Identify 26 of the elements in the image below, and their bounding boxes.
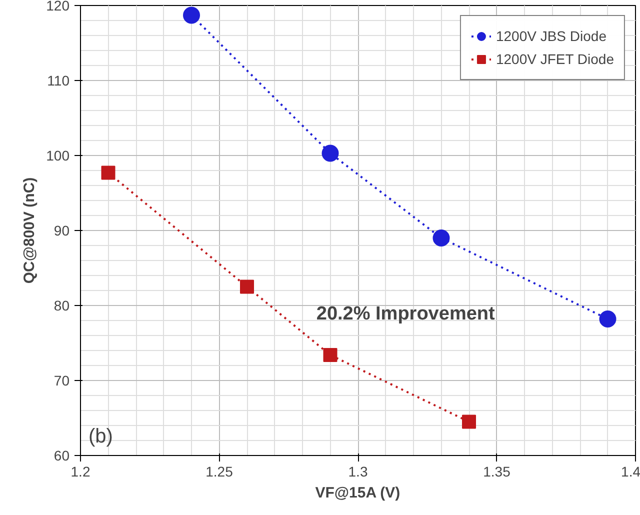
x-tick-label: 1.3 <box>348 464 368 480</box>
y-tick-label: 110 <box>47 72 70 88</box>
y-tick-label: 80 <box>54 298 70 314</box>
y-tick-label: 90 <box>54 222 70 238</box>
x-axis-title: VF@15A (V) <box>315 484 400 502</box>
annotation: (b) <box>88 426 113 448</box>
x-tick-label: 1.2 <box>70 464 90 480</box>
point <box>183 6 200 24</box>
point <box>462 414 476 429</box>
y-tick-label: 70 <box>54 372 70 388</box>
point <box>322 144 339 162</box>
legend-label: 1200V JBS Diode <box>496 28 606 44</box>
y-axis-title: QC@800V (nC) <box>21 177 38 284</box>
x-tick-label: 1.35 <box>483 464 511 480</box>
y-tick-label: 100 <box>46 148 70 164</box>
annotation: 20.2% Improvement <box>316 303 496 324</box>
point <box>599 310 616 328</box>
point <box>101 166 116 180</box>
x-tick-label: 1.4 <box>621 464 640 480</box>
point <box>323 348 338 362</box>
point <box>240 280 254 294</box>
x-tick-label: 1.25 <box>206 464 234 480</box>
point <box>432 230 450 246</box>
legend-label: 1200V JFET Diode <box>496 51 614 67</box>
y-tick-label: 120 <box>46 0 70 14</box>
y-tick-label: 60 <box>54 448 70 464</box>
